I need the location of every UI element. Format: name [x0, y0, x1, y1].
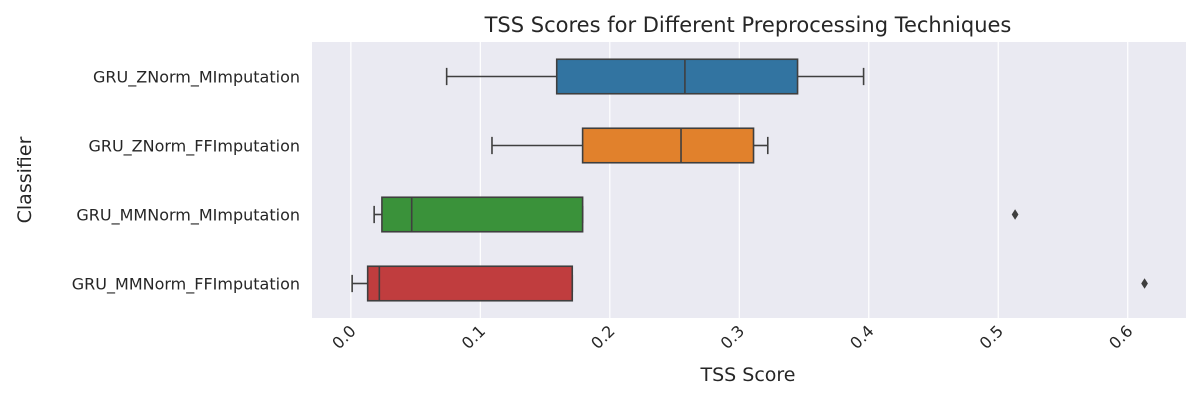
x-tick-label: 0.4	[846, 321, 877, 352]
box	[581, 127, 755, 164]
y-tick-label: GRU_ZNorm_MImputation	[93, 68, 300, 88]
outlier-point	[1011, 209, 1019, 220]
y-tick-label: GRU_ZNorm_FFImputation	[88, 137, 300, 157]
x-axis-label: TSS Score	[700, 364, 796, 386]
y-tick-label: GRU_MMNorm_MImputation	[76, 206, 300, 226]
x-tick-label: 0.6	[1105, 321, 1136, 352]
x-tick-label: 0.1	[458, 321, 489, 352]
box-series	[351, 58, 1148, 302]
chart-title: TSS Scores for Different Preprocessing T…	[484, 13, 1012, 37]
x-tick-label: 0.0	[328, 321, 359, 352]
category-labels: GRU_ZNorm_MImputation GRU_ZNorm_FFImputat…	[72, 68, 300, 295]
outlier-point	[1141, 278, 1148, 289]
x-tick-label: 0.2	[587, 321, 618, 352]
y-axis-label: Classifier	[14, 136, 36, 223]
x-tick-label: 0.5	[976, 321, 1007, 352]
x-tick-label: 0.3	[717, 321, 748, 352]
x-tick-labels: 0.0 0.1 0.2 0.3 0.4 0.5 0.6	[328, 321, 1136, 352]
box	[381, 196, 584, 233]
box	[366, 265, 574, 302]
box	[555, 58, 799, 95]
y-tick-label: GRU_MMNorm_FFImputation	[72, 275, 300, 295]
